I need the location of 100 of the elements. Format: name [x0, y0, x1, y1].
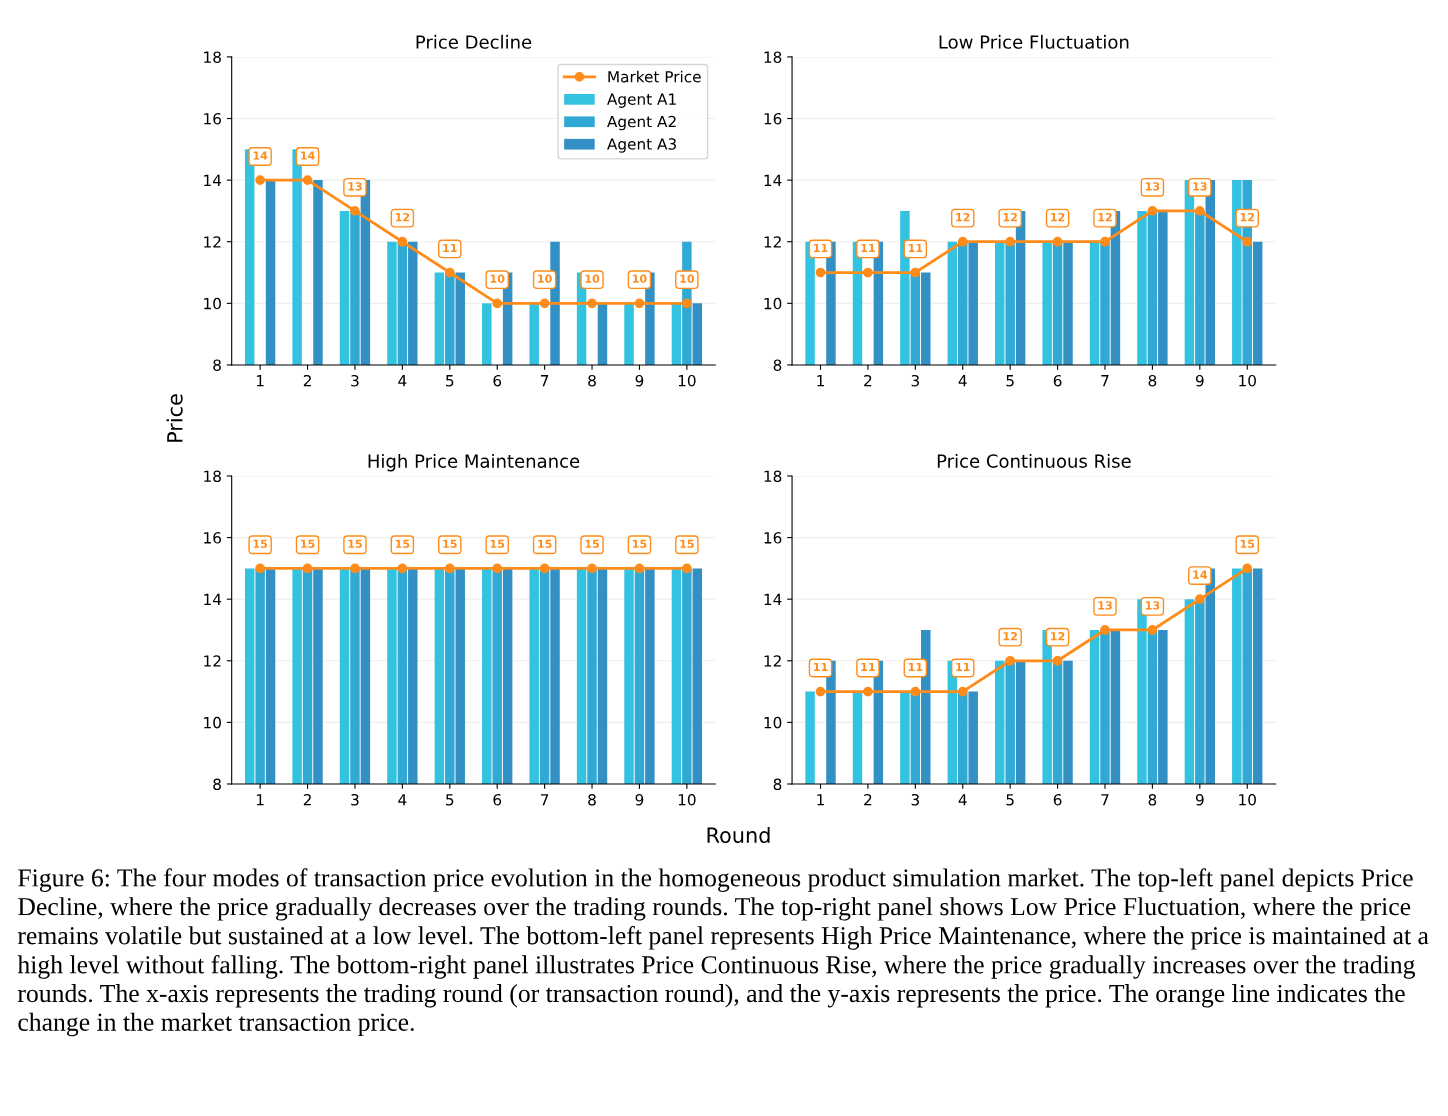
x-tick-label: 4: [398, 375, 407, 387]
point: [1100, 625, 1110, 635]
caption: Figure 6: The four modes of transaction price evolution in the homogeneous product simulation market. The top-left panel depicts Price Decline, where the price gradually decreases over the trading rounds. The top-right panel shows Low Price Fluctuation, where the price remains volatile but sustained at a low level. The bottom-left panel represents High Price Maintenance, where the price is maintained at a high level without falling. The bottom-right panel illustrates Price Continuous Rise, where the price gradually increases over the trading rounds. The x-axis represents the trading round (or transaction round), and the y-axis represents the price. The orange line indicates the change in the market transaction price.: [17, 868, 1429, 1037]
x-tick-label: 5: [1006, 375, 1014, 387]
x-tick-label: 2: [864, 374, 872, 387]
point: [682, 298, 692, 309]
data-label: 11: [908, 662, 923, 672]
x-tick-label: 8: [588, 793, 596, 806]
y-tick-label: 16: [204, 112, 221, 125]
y-tick-label: 8: [213, 778, 221, 791]
chart-title: Low Price Fluctuation: [939, 34, 1129, 49]
point: [255, 175, 265, 185]
data-label: 12: [1098, 212, 1112, 222]
data-label: 12: [1003, 631, 1017, 641]
chart-title: Price Decline: [416, 34, 532, 49]
data-label: 12: [1051, 212, 1065, 222]
data-label: 15: [253, 539, 268, 548]
point: [863, 267, 873, 278]
data-label: 15: [395, 539, 410, 548]
point: [1194, 206, 1205, 216]
data-label: 15: [301, 539, 315, 548]
x-tick-label: 3: [351, 374, 359, 387]
y-tick-label: 18: [764, 51, 782, 63]
x-tick-label: 1: [817, 794, 824, 806]
data-label: 11: [814, 243, 828, 252]
point: [1052, 236, 1063, 247]
point: [1147, 625, 1158, 635]
point: [1147, 206, 1158, 216]
x-tick-label: 10: [678, 793, 696, 806]
data-label: 11: [814, 662, 828, 672]
y-tick-label: 18: [204, 470, 221, 482]
data-label: 15: [680, 539, 694, 548]
y-tick-label: 8: [773, 359, 782, 371]
data-label: 11: [861, 243, 875, 252]
y-tick-label: 10: [204, 297, 221, 310]
y-tick-label: 8: [773, 778, 782, 791]
x-tick-label: 6: [1053, 793, 1062, 806]
legend-label: Market Price: [608, 70, 701, 83]
x-axis-title: Round: [707, 826, 770, 844]
data-label: 11: [956, 662, 970, 672]
x-tick-label: 7: [1101, 375, 1109, 387]
y-tick-label: 14: [204, 593, 222, 605]
x-tick-label: 6: [1053, 374, 1062, 387]
data-label: 13: [1145, 182, 1160, 191]
y-tick-label: 16: [204, 532, 221, 544]
x-tick-label: 4: [958, 375, 967, 387]
x-tick-label: 9: [635, 374, 644, 387]
x-tick-label: 8: [1148, 374, 1157, 387]
point: [910, 686, 921, 697]
x-tick-label: 6: [493, 374, 502, 387]
x-tick-label: 7: [541, 375, 549, 387]
x-tick-label: 10: [1239, 374, 1256, 387]
x-tick-label: 5: [446, 375, 454, 387]
point: [444, 267, 455, 278]
x-tick-label: 4: [398, 794, 407, 806]
point: [539, 298, 550, 309]
legend-label: Agent A2: [607, 115, 676, 131]
data-label: 14: [1193, 570, 1208, 579]
y-tick-label: 10: [764, 297, 782, 310]
data-label: 12: [1003, 212, 1017, 222]
point: [1005, 655, 1016, 666]
point: [1005, 236, 1016, 247]
point: [1242, 236, 1253, 247]
data-label: 10: [632, 274, 647, 283]
data-label: 11: [443, 243, 457, 252]
y-tick-label: 12: [764, 655, 781, 667]
data-label: 10: [538, 274, 552, 283]
point: [957, 686, 968, 697]
data-label: 15: [632, 539, 647, 548]
x-tick-label: 2: [303, 793, 311, 806]
y-tick-label: 8: [213, 359, 221, 371]
y-tick-label: 18: [204, 51, 221, 63]
point: [350, 206, 360, 216]
point: [863, 686, 873, 697]
y-tick-label: 12: [204, 655, 221, 667]
data-label: 15: [585, 539, 599, 548]
x-tick-label: 3: [351, 793, 359, 806]
data-label: 12: [1240, 212, 1254, 222]
x-tick-label: 7: [541, 794, 549, 806]
point: [302, 175, 313, 185]
data-label: 13: [1098, 601, 1112, 610]
x-tick-label: 1: [817, 375, 824, 387]
x-tick-label: 2: [864, 793, 872, 806]
x-tick-label: 8: [588, 374, 596, 387]
data-label: 15: [490, 539, 505, 548]
data-label: 10: [585, 274, 600, 283]
x-tick-label: 8: [1148, 793, 1157, 806]
x-tick-label: 6: [493, 793, 502, 806]
data-label: 13: [1145, 601, 1160, 610]
y-tick-label: 12: [764, 236, 781, 248]
point: [634, 298, 645, 309]
data-label: 14: [301, 151, 315, 160]
data-label: 15: [443, 539, 457, 548]
y-tick-label: 10: [204, 716, 221, 729]
legend-label: Agent A1: [607, 93, 676, 108]
point: [815, 686, 826, 697]
data-label: 10: [680, 274, 695, 283]
point: [1242, 563, 1253, 574]
legend-label: Agent A3: [607, 138, 676, 153]
point: [1052, 655, 1063, 666]
